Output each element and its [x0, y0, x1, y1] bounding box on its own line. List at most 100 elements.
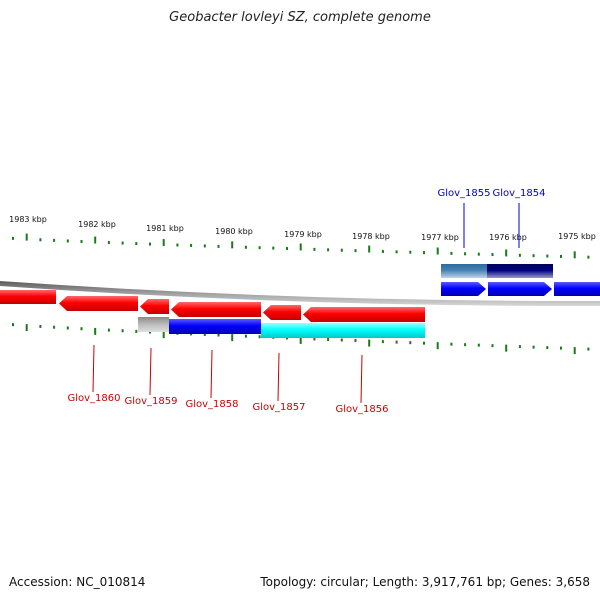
tick-mark: [354, 249, 357, 253]
tick-mark: [286, 247, 288, 251]
tick-mark: [244, 334, 247, 338]
tick-mark: [532, 345, 535, 349]
tick-label: 1979 kbp: [284, 230, 322, 239]
tick-mark: [203, 332, 206, 336]
tick-mark: [477, 252, 480, 256]
tick-mark: [560, 254, 562, 258]
tick-mark: [327, 338, 330, 342]
tick-mark: [25, 324, 28, 332]
tick-mark: [39, 324, 42, 328]
tick-mark: [299, 336, 302, 344]
gene-arrow-reverse: [59, 296, 138, 311]
gene-label: Glov_1859: [124, 396, 177, 407]
gene-label: Glov_1857: [252, 402, 305, 413]
tick-mark: [272, 246, 275, 250]
feature-layer: [0, 264, 600, 338]
tick-mark: [518, 345, 521, 349]
gene-arrow-reverse: [303, 307, 425, 322]
tick-mark: [546, 254, 549, 258]
tick-mark: [80, 327, 83, 331]
gene-label: Glov_1860: [67, 393, 120, 404]
tick-mark: [381, 249, 384, 253]
tick-mark: [25, 233, 28, 241]
genome-summary-label: Topology: circular; Length: 3,917,761 bp…: [260, 575, 590, 589]
tick-mark: [395, 340, 398, 344]
gene-leader-line: [210, 349, 213, 399]
tick-mark: [53, 238, 56, 242]
tick-mark: [313, 337, 316, 341]
tick-mark: [12, 323, 14, 327]
tick-mark: [450, 251, 453, 255]
gene-arrow-reverse: [171, 302, 261, 317]
tick-mark: [505, 249, 508, 257]
tick-mark: [436, 247, 439, 255]
tick-label: 1981 kbp: [146, 224, 184, 233]
tick-mark: [587, 255, 590, 259]
tick-mark: [107, 328, 110, 332]
tick-mark: [587, 347, 590, 351]
gene-label: Glov_1855: [437, 188, 490, 199]
tick-mark: [381, 340, 384, 344]
tick-mark: [121, 329, 124, 333]
tick-label: 1978 kbp: [352, 232, 390, 241]
gene-arrow-reverse: [0, 290, 56, 304]
tick-label: 1980 kbp: [215, 227, 253, 236]
tick-mark: [573, 347, 576, 355]
gene-arrow-reverse: [263, 305, 301, 320]
tick-mark: [423, 341, 425, 345]
tick-mark: [491, 253, 494, 257]
gene-leader-line: [92, 344, 95, 393]
tick-mark: [231, 241, 234, 249]
tick-mark: [107, 241, 110, 245]
gene-label: Glov_1856: [335, 404, 388, 415]
tick-mark: [66, 239, 69, 243]
tick-mark: [464, 343, 467, 347]
tick-mark: [505, 344, 508, 352]
tick-mark: [368, 245, 371, 253]
tick-mark: [231, 334, 234, 342]
gene-arrow-forward: [441, 282, 486, 296]
gene-label: Glov_1854: [492, 188, 545, 199]
genome-backbone: [0, 281, 600, 307]
tick-mark: [313, 247, 316, 251]
tick-mark: [477, 343, 480, 347]
tick-mark: [190, 243, 193, 247]
tick-mark: [94, 236, 97, 244]
tick-mark: [532, 254, 535, 258]
tick-mark: [66, 326, 69, 330]
tick-mark: [217, 333, 220, 337]
tick-layer: [12, 233, 590, 355]
tick-mark: [12, 236, 14, 240]
tick-label: 1982 kbp: [78, 220, 116, 229]
tick-mark: [423, 251, 425, 255]
tick-mark: [244, 245, 247, 249]
tick-mark: [354, 339, 357, 343]
tick-mark: [149, 330, 151, 334]
tick-mark: [149, 242, 151, 246]
tick-mark: [135, 242, 138, 246]
gene-box-grey: [138, 317, 169, 332]
tick-mark: [39, 238, 42, 242]
tick-mark: [217, 244, 220, 248]
gene-arrow-forward: [488, 282, 552, 296]
label-layer: 1983 kbp 1982 kbp 1981 kbp 1980 kbp 1979 kbp…: [9, 188, 596, 415]
tick-mark: [409, 250, 412, 254]
gene-box-blue: [169, 319, 261, 334]
tick-mark: [121, 241, 124, 245]
tick-mark: [560, 346, 562, 350]
tick-mark: [162, 331, 165, 339]
gene-box-steel: [441, 264, 487, 278]
tick-mark: [436, 342, 439, 350]
tick-mark: [573, 251, 576, 259]
tick-mark: [203, 244, 206, 248]
tick-mark: [327, 248, 330, 252]
accession-label: Accession: NC_010814: [9, 575, 146, 589]
tick-mark: [135, 329, 138, 333]
tick-mark: [94, 327, 97, 335]
tick-label: 1983 kbp: [9, 215, 47, 224]
tick-mark: [518, 253, 521, 257]
tick-mark: [176, 243, 179, 247]
gene-leader-line: [277, 352, 280, 402]
